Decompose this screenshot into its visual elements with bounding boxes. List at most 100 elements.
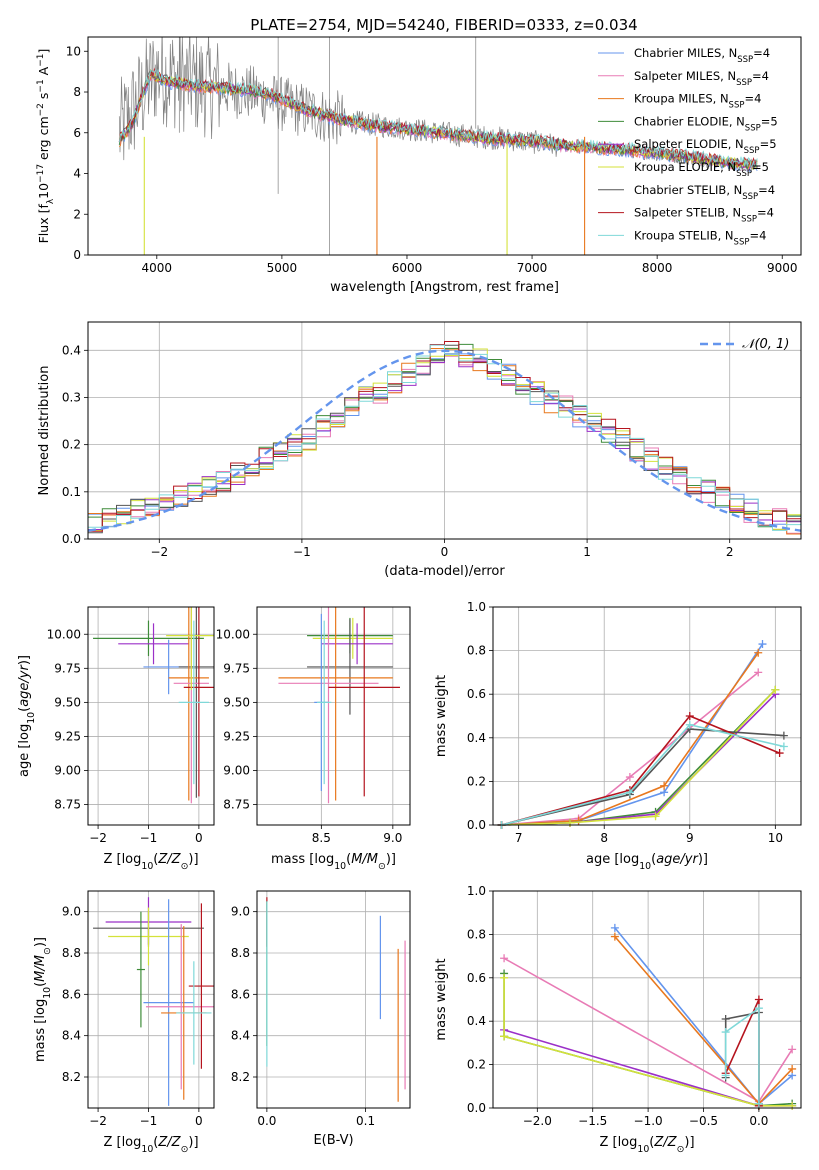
x-tick-label: −1.0 — [634, 1114, 663, 1128]
age-vs-mass-panel: 8.5 9.0 8.75 9.00 9.25 9.50 9.75 10.00 mass [log… — [216, 606, 411, 872]
mass-weight-vs-metallicity-panel: −2.0 −1.5 −1.0 −0.5 0.0 0.0 0.2 0.4 0.6 0.8 1.0 Z [… — [434, 884, 802, 1155]
x-tick-label: 0 — [195, 831, 203, 845]
y-axis-label: mass weight — [434, 958, 449, 1040]
mass-weight-vs-age-panel: 7 8 9 10 0.0 0.2 0.4 0.6 0.8 1.0 age [log10(age/yr… — [434, 600, 802, 872]
x-tick-label: −1 — [140, 1114, 158, 1128]
x-tick-label: −2 — [89, 831, 107, 845]
x-tick-label: 6000 — [392, 261, 423, 275]
legend-entry: Kroupa MILES, NSSP=4 — [634, 92, 761, 111]
x-tick-label: −2 — [150, 545, 168, 559]
y-tick-label: 8.2 — [231, 1070, 250, 1084]
series-line — [501, 728, 784, 826]
y-tick-label: 4 — [73, 167, 81, 181]
x-tick-label: −2.0 — [523, 1114, 552, 1128]
y-tick-label: 8.75 — [54, 798, 81, 812]
series-marker — [754, 648, 763, 657]
y-tick-label: 8.6 — [62, 987, 81, 1001]
y-tick-label: 9.25 — [223, 729, 250, 743]
legend-entry: Chabrier MILES, NSSP=4 — [634, 46, 770, 65]
axes-frame — [87, 36, 802, 256]
y-tick-label: 0.1 — [62, 485, 81, 499]
mass-vs-metallicity-panel: −2 −1 0 8.2 8.4 8.6 8.8 9.0 Z [log10(Z/Z⊙)] mass … — [33, 890, 215, 1155]
y-tick-label: 0.8 — [467, 927, 486, 941]
series-marker — [721, 1015, 730, 1024]
series-marker — [779, 731, 788, 740]
y-tick-label: 8 — [73, 85, 81, 99]
errorbar-plot-area — [93, 607, 214, 804]
axes-frame — [492, 890, 802, 1109]
y-tick-label: 0.6 — [467, 971, 486, 985]
errorbar-plot-area — [93, 897, 214, 1106]
series-marker — [500, 973, 509, 982]
y-tick-label: 0.0 — [467, 1101, 486, 1115]
series-line — [503, 977, 793, 1107]
series-marker — [758, 640, 767, 649]
x-tick-label: 9000 — [767, 261, 798, 275]
series-marker — [779, 742, 788, 751]
axes-frame — [87, 606, 215, 826]
normal-distribution-curve — [88, 349, 801, 532]
x-tick-label: 4000 — [142, 261, 173, 275]
series-marker — [754, 1004, 763, 1013]
histogram-step-kroupa_stelib — [88, 344, 801, 531]
x-tick-label: −1.5 — [578, 1114, 607, 1128]
x-axis-label: E(B-V) — [313, 1133, 353, 1148]
y-tick-label: 9.0 — [62, 905, 81, 919]
y-axis-label: mass weight — [434, 675, 449, 757]
axes-frame — [492, 606, 802, 826]
legend-entry: Salpeter MILES, NSSP=4 — [634, 69, 769, 88]
x-tick-label: 9.0 — [383, 831, 402, 845]
series-marker — [500, 1032, 509, 1041]
series-marker — [754, 668, 763, 677]
series-marker — [610, 923, 619, 932]
y-axis-label: age [log10(age/yr)] — [17, 655, 37, 777]
series-line — [501, 693, 776, 826]
series-marker — [721, 1028, 730, 1037]
series-line — [724, 1011, 760, 1104]
y-tick-label: 9.00 — [223, 764, 250, 778]
y-axis-label: Flux [fλ10−17 erg cm−2 s−1 A−1] — [36, 49, 56, 244]
y-tick-label: 1.0 — [467, 600, 486, 614]
legend-entry: Chabrier ELODIE, NSSP=5 — [634, 114, 778, 133]
x-tick-label: −2 — [89, 1114, 107, 1128]
y-tick-label: 8.4 — [231, 1029, 250, 1043]
x-tick-label: 8.5 — [312, 831, 331, 845]
series-line — [724, 1006, 760, 1104]
y-tick-label: 0.2 — [467, 774, 486, 788]
y-tick-label: 0.0 — [62, 532, 81, 546]
y-tick-label: 0.8 — [467, 644, 486, 658]
x-tick-label: −1 — [293, 545, 311, 559]
x-tick-label: 0.0 — [749, 1114, 768, 1128]
y-tick-label: 0.2 — [467, 1058, 486, 1072]
series-line — [501, 652, 759, 826]
residual-histogram-panel: −2 −1 0 1 2 0.0 0.1 0.2 0.3 0.4 (data-model)/error… — [37, 321, 802, 579]
x-tick-label: 0 — [441, 545, 449, 559]
y-tick-label: 9.50 — [223, 695, 250, 709]
series-marker — [754, 1099, 763, 1108]
y-tick-label: 0 — [73, 248, 81, 262]
x-tick-label: 8000 — [642, 261, 673, 275]
x-tick-label: 1 — [583, 545, 591, 559]
legend-entry: Kroupa ELODIE, NSSP=5 — [634, 160, 769, 179]
x-axis-label: Z [log10(Z/Z⊙)] — [103, 1135, 198, 1155]
series-marker — [625, 788, 634, 797]
y-tick-label: 9.25 — [54, 729, 81, 743]
y-tick-label: 8.2 — [62, 1070, 81, 1084]
series-marker — [500, 954, 509, 963]
x-tick-label: 8 — [600, 831, 608, 845]
legend-entry: Kroupa STELIB, NSSP=4 — [634, 228, 766, 247]
series-marker — [685, 712, 694, 720]
y-tick-label: 9.75 — [223, 661, 250, 675]
y-tick-label: 6 — [73, 126, 81, 140]
y-tick-label: 10.00 — [47, 627, 81, 641]
y-axis-label: mass [log10(M/M⊙)] — [33, 937, 53, 1062]
legend-entry: 𝒩(0, 1) — [742, 337, 789, 352]
x-tick-label: −1 — [140, 831, 158, 845]
x-tick-label: 10 — [768, 831, 783, 845]
series-marker — [788, 1045, 797, 1054]
x-axis-label: Z [log10(Z/Z⊙)] — [103, 852, 198, 872]
series-marker — [685, 720, 694, 729]
legend-entry: Salpeter STELIB, NSSP=4 — [634, 206, 774, 225]
y-tick-label: 8.75 — [223, 798, 250, 812]
series-marker — [651, 812, 660, 821]
